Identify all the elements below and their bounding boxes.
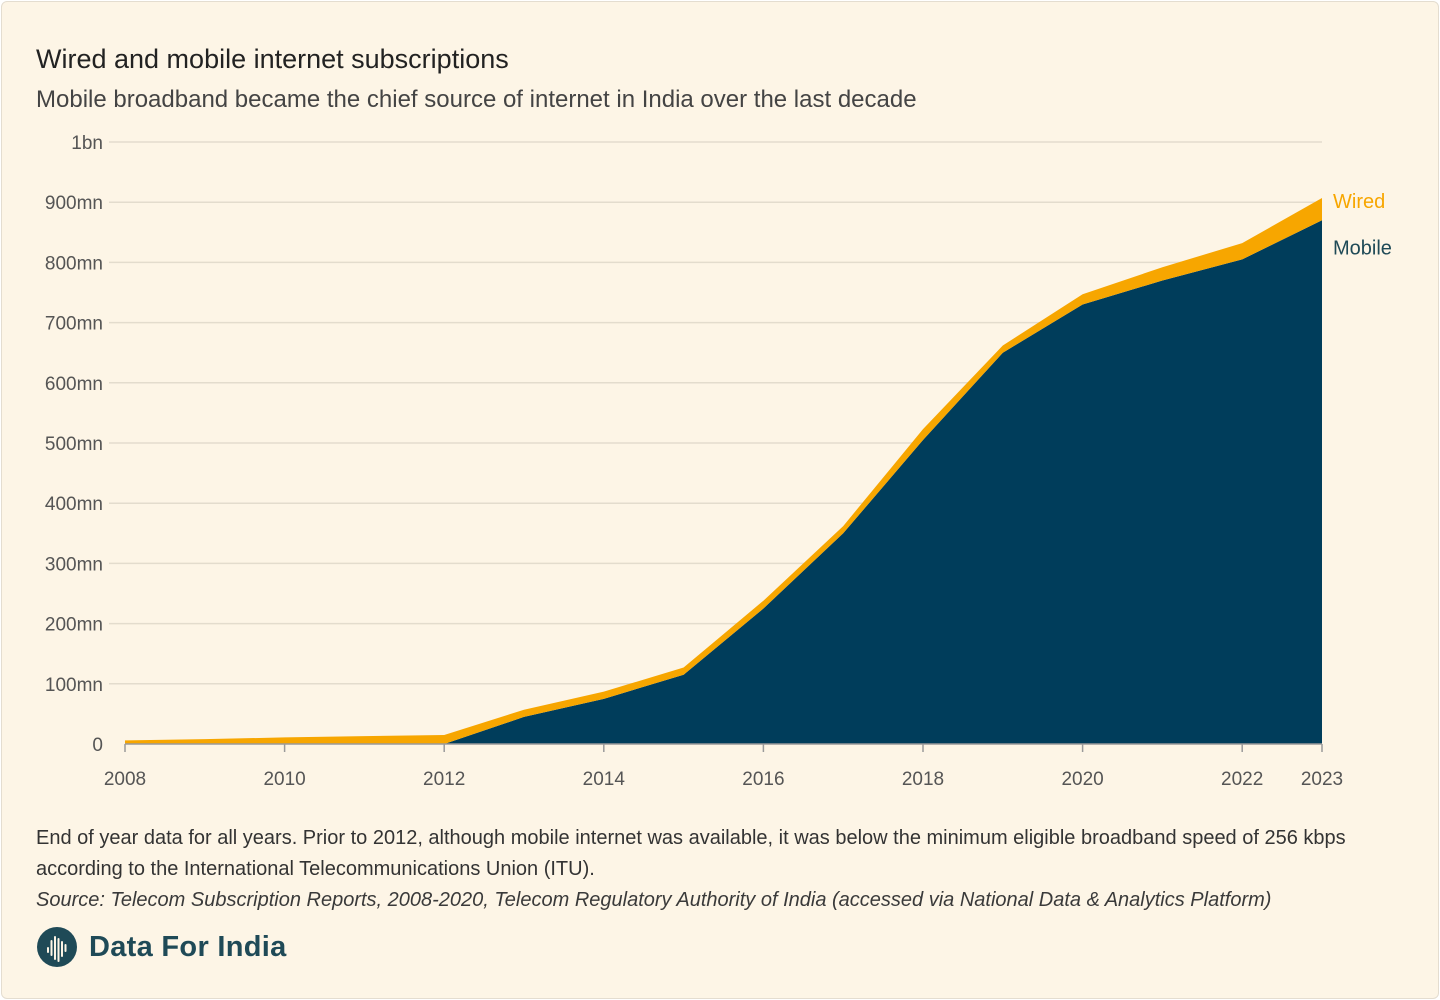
area-mobile [125,220,1322,744]
x-tick-label: 2023 [1301,769,1343,790]
chart-title: Wired and mobile internet subscriptions [36,44,509,74]
y-tick-label: 400mn [45,494,103,515]
y-tick-label: 500mn [45,434,103,455]
x-tick-label: 2020 [1061,769,1103,790]
series-labels: Wired Mobile [1333,191,1392,259]
area-chart: 0 100mn 200mn 300mn 400mn 500mn 600mn 700mn 800m… [45,133,1392,790]
y-axis-labels: 0 100mn 200mn 300mn 400mn 500mn 600mn 700mn 800m… [45,133,103,756]
footnote: End of year data for all years. Prior to… [36,827,1346,880]
y-tick-label: 0 [92,735,103,756]
y-tick-label: 700mn [45,314,103,335]
y-tick-label: 200mn [45,615,103,636]
y-tick-label: 300mn [45,554,103,575]
chart-notes: End of year data for all years. Prior to… [36,823,1406,916]
y-tick-label: 1bn [71,133,103,154]
x-tick-label: 2018 [902,769,944,790]
x-tick-label: 2022 [1221,769,1263,790]
chart-subtitle: Mobile broadband became the chief source… [36,86,917,113]
area-wired [125,197,1322,745]
source-note: Source: Telecom Subscription Reports, 20… [36,889,1272,911]
y-tick-label: 600mn [45,374,103,395]
series-label-wired: Wired [1333,191,1385,213]
series-label-mobile: Mobile [1333,237,1392,259]
y-tick-label: 900mn [45,193,103,214]
x-tick-label: 2014 [583,769,626,790]
x-tick-label: 2016 [742,769,784,790]
x-tick-label: 2012 [423,769,465,790]
brand-name: Data For India [89,930,287,963]
y-tick-label: 100mn [45,675,103,696]
x-axis-labels: 2008 2010 2012 2014 2016 2018 2020 2022 2023 [104,769,1343,790]
axes [124,743,1323,752]
stacked-areas [125,197,1322,745]
y-tick-label: 800mn [45,253,103,274]
brand-logo[interactable]: Data For India [36,926,287,968]
x-tick-label: 2008 [104,769,146,790]
x-tick-label: 2010 [263,769,305,790]
india-map-logo-icon [37,927,77,967]
